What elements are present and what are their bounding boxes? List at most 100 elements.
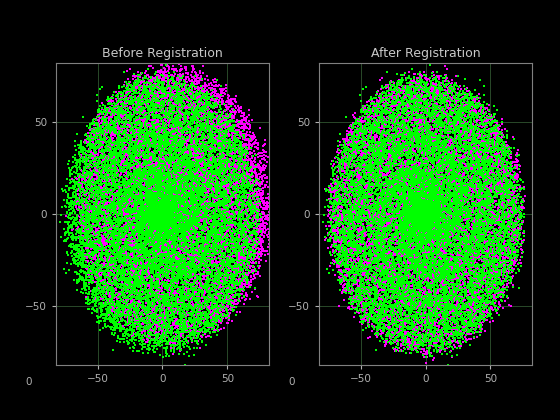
Point bbox=[105, 280, 114, 286]
Point bbox=[153, 273, 162, 280]
Point bbox=[384, 312, 393, 319]
Point bbox=[146, 169, 155, 176]
Point bbox=[154, 231, 163, 237]
Point bbox=[409, 247, 418, 253]
Point bbox=[175, 261, 184, 268]
Point bbox=[502, 157, 511, 164]
Point bbox=[496, 139, 505, 146]
Point bbox=[416, 206, 424, 213]
Point bbox=[111, 211, 120, 218]
Point bbox=[165, 141, 174, 148]
Point bbox=[503, 160, 512, 166]
Point bbox=[448, 255, 457, 261]
Point bbox=[389, 191, 398, 198]
Point bbox=[464, 218, 473, 224]
Point bbox=[96, 154, 105, 161]
Point bbox=[393, 283, 402, 289]
Point bbox=[175, 193, 184, 200]
Point bbox=[373, 303, 382, 310]
Point bbox=[470, 154, 479, 160]
Point bbox=[401, 183, 410, 189]
Point bbox=[159, 239, 168, 246]
Point bbox=[227, 241, 236, 248]
Point bbox=[412, 252, 421, 259]
Point bbox=[121, 239, 130, 246]
Point bbox=[190, 104, 199, 110]
Point bbox=[383, 189, 392, 196]
Point bbox=[129, 182, 138, 189]
Point bbox=[235, 202, 244, 208]
Point bbox=[427, 285, 436, 291]
Point bbox=[408, 259, 417, 265]
Point bbox=[93, 139, 102, 146]
Point bbox=[183, 272, 192, 278]
Point bbox=[436, 193, 445, 199]
Point bbox=[456, 108, 465, 115]
Point bbox=[179, 312, 188, 318]
Point bbox=[221, 104, 230, 110]
Point bbox=[220, 127, 229, 134]
Point bbox=[385, 173, 394, 180]
Point bbox=[501, 171, 510, 178]
Point bbox=[402, 215, 411, 222]
Point bbox=[371, 217, 380, 223]
Point bbox=[474, 241, 483, 247]
Point bbox=[408, 209, 417, 215]
Point bbox=[189, 184, 198, 190]
Point bbox=[158, 135, 167, 142]
Point bbox=[98, 173, 107, 180]
Point bbox=[165, 250, 174, 257]
Point bbox=[253, 215, 262, 221]
Point bbox=[160, 335, 169, 342]
Point bbox=[354, 241, 363, 248]
Point bbox=[180, 260, 189, 267]
Point bbox=[158, 227, 167, 234]
Point bbox=[394, 256, 403, 262]
Point bbox=[418, 249, 427, 255]
Point bbox=[422, 349, 431, 355]
Point bbox=[138, 236, 147, 242]
Point bbox=[396, 321, 405, 328]
Point bbox=[137, 187, 146, 194]
Point bbox=[370, 157, 379, 163]
Point bbox=[346, 224, 354, 231]
Point bbox=[144, 274, 153, 281]
Point bbox=[460, 257, 469, 264]
Point bbox=[86, 236, 95, 243]
Point bbox=[334, 237, 343, 244]
Point bbox=[402, 177, 410, 184]
Point bbox=[233, 252, 242, 259]
Point bbox=[99, 251, 108, 257]
Point bbox=[180, 288, 189, 295]
Point bbox=[158, 160, 167, 167]
Point bbox=[472, 286, 481, 293]
Point bbox=[416, 244, 425, 251]
Point bbox=[263, 231, 272, 238]
Point bbox=[410, 200, 419, 206]
Point bbox=[328, 211, 337, 218]
Point bbox=[90, 175, 99, 182]
Point bbox=[400, 139, 409, 146]
Point bbox=[363, 175, 372, 181]
Point bbox=[184, 174, 193, 181]
Point bbox=[515, 205, 524, 212]
Point bbox=[405, 223, 414, 229]
Point bbox=[444, 175, 453, 182]
Point bbox=[152, 241, 161, 248]
Point bbox=[428, 262, 437, 269]
Point bbox=[510, 231, 519, 237]
Point bbox=[101, 135, 110, 142]
Point bbox=[400, 221, 409, 228]
Point bbox=[393, 327, 402, 334]
Point bbox=[148, 81, 157, 88]
Point bbox=[204, 145, 213, 152]
Point bbox=[88, 206, 97, 213]
Point bbox=[463, 301, 472, 308]
Point bbox=[140, 279, 149, 286]
Point bbox=[202, 323, 211, 330]
Point bbox=[196, 143, 205, 150]
Point bbox=[190, 316, 199, 323]
Point bbox=[519, 214, 528, 220]
Point bbox=[166, 249, 175, 256]
Point bbox=[482, 286, 491, 293]
